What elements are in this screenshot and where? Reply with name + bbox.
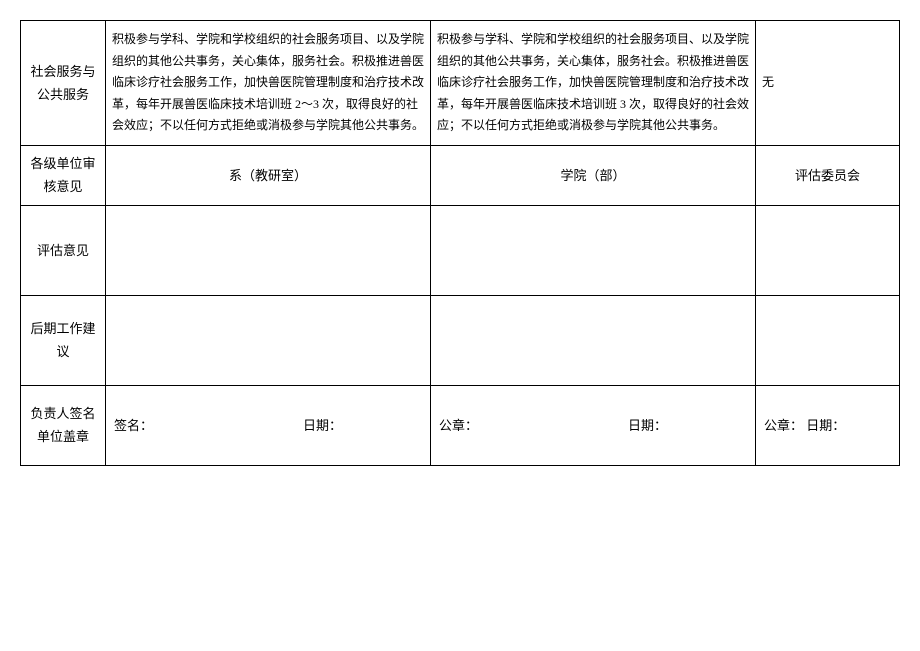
row4-cell4 xyxy=(756,295,900,385)
row-signature: 负责人签名单位盖章 签名： 日期： 公章： 日期： 公章： 日期： xyxy=(21,385,900,465)
row-later-suggestion: 后期工作建议 xyxy=(21,295,900,385)
date-label-1: 日期： xyxy=(303,414,342,437)
row-social-service: 社会服务与公共服务 积极参与学科、学院和学校组织的社会服务项目、以及学院组织的其… xyxy=(21,21,900,146)
row5-cell3: 公章： 日期： xyxy=(431,385,756,465)
row2-cell3: 学院（部） xyxy=(431,145,756,205)
seal-date-label: 公章： 日期： xyxy=(764,414,845,437)
row3-header: 评估意见 xyxy=(21,205,106,295)
row3-cell2 xyxy=(106,205,431,295)
row5-header: 负责人签名单位盖章 xyxy=(21,385,106,465)
row3-cell3 xyxy=(431,205,756,295)
row5-cell4: 公章： 日期： xyxy=(756,385,900,465)
row1-header: 社会服务与公共服务 xyxy=(21,21,106,146)
row2-header: 各级单位审核意见 xyxy=(21,145,106,205)
row1-cell2: 积极参与学科、学院和学校组织的社会服务项目、以及学院组织的其他公共事务，关心集体… xyxy=(106,21,431,146)
row4-cell2 xyxy=(106,295,431,385)
row1-cell3: 积极参与学科、学院和学校组织的社会服务项目、以及学院组织的其他公共事务，关心集体… xyxy=(431,21,756,146)
row4-cell3 xyxy=(431,295,756,385)
row2-cell2: 系（教研室） xyxy=(106,145,431,205)
date-label-2: 日期： xyxy=(628,414,667,437)
row1-cell4: 无 xyxy=(756,21,900,146)
row5-cell2: 签名： 日期： xyxy=(106,385,431,465)
row4-header: 后期工作建议 xyxy=(21,295,106,385)
evaluation-table: 社会服务与公共服务 积极参与学科、学院和学校组织的社会服务项目、以及学院组织的其… xyxy=(20,20,900,466)
row-unit-headers: 各级单位审核意见 系（教研室） 学院（部） 评估委员会 xyxy=(21,145,900,205)
sign-label-1: 签名： xyxy=(114,414,153,437)
seal-label-1: 公章： xyxy=(439,414,478,437)
row-evaluation-opinion: 评估意见 xyxy=(21,205,900,295)
row3-cell4 xyxy=(756,205,900,295)
row2-cell4: 评估委员会 xyxy=(756,145,900,205)
